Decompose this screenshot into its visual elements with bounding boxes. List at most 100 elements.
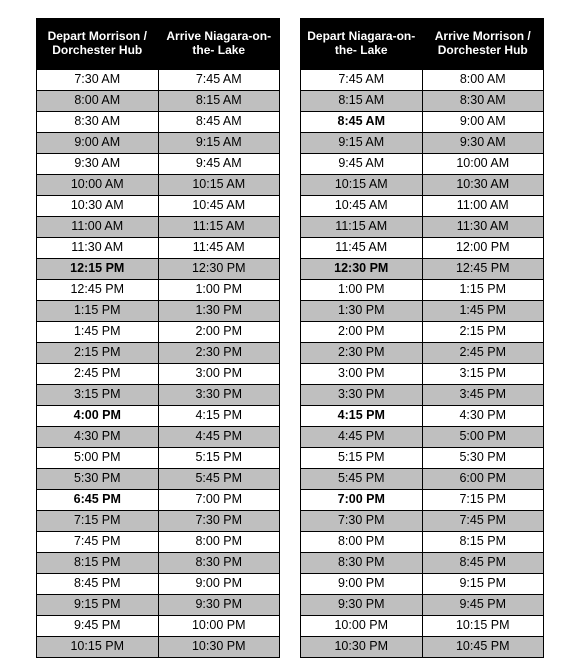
table-row: 8:00 AM8:15 AM bbox=[37, 91, 280, 112]
time-cell: 8:00 AM bbox=[37, 91, 159, 112]
time-cell: 4:15 PM bbox=[158, 406, 280, 427]
col-header-arrive: Arrive Morrison / Dorchester Hub bbox=[422, 19, 544, 70]
time-cell: 9:15 PM bbox=[422, 574, 544, 595]
time-cell: 9:30 AM bbox=[422, 133, 544, 154]
time-cell: 5:00 PM bbox=[422, 427, 544, 448]
time-cell: 9:30 PM bbox=[301, 595, 423, 616]
time-cell: 8:00 PM bbox=[158, 532, 280, 553]
table-row: 8:45 PM9:00 PM bbox=[37, 574, 280, 595]
time-cell: 5:00 PM bbox=[37, 448, 159, 469]
outbound-table: Depart Morrison / Dorchester Hub Arrive … bbox=[36, 18, 280, 658]
table-row: 7:15 PM7:30 PM bbox=[37, 511, 280, 532]
col-header-depart: Depart Morrison / Dorchester Hub bbox=[37, 19, 159, 70]
time-cell: 8:15 AM bbox=[301, 91, 423, 112]
time-cell: 2:45 PM bbox=[37, 364, 159, 385]
time-cell: 8:15 AM bbox=[158, 91, 280, 112]
time-cell: 7:45 PM bbox=[422, 511, 544, 532]
time-cell: 7:15 PM bbox=[422, 490, 544, 511]
time-cell: 6:45 PM bbox=[37, 490, 159, 511]
table-row: 12:15 PM12:30 PM bbox=[37, 259, 280, 280]
table-row: 8:30 AM8:45 AM bbox=[37, 112, 280, 133]
table-row: 5:15 PM5:30 PM bbox=[301, 448, 544, 469]
time-cell: 7:00 PM bbox=[158, 490, 280, 511]
time-cell: 9:00 PM bbox=[301, 574, 423, 595]
table-row: 2:00 PM2:15 PM bbox=[301, 322, 544, 343]
time-cell: 12:00 PM bbox=[422, 238, 544, 259]
time-cell: 10:00 PM bbox=[301, 616, 423, 637]
time-cell: 2:00 PM bbox=[158, 322, 280, 343]
time-cell: 3:15 PM bbox=[37, 385, 159, 406]
table-row: 11:15 AM11:30 AM bbox=[301, 217, 544, 238]
table-row: 7:30 PM7:45 PM bbox=[301, 511, 544, 532]
time-cell: 12:45 PM bbox=[37, 280, 159, 301]
table-row: 9:15 AM9:30 AM bbox=[301, 133, 544, 154]
time-cell: 3:30 PM bbox=[301, 385, 423, 406]
time-cell: 8:30 AM bbox=[37, 112, 159, 133]
outbound-body: 7:30 AM7:45 AM8:00 AM8:15 AM8:30 AM8:45 … bbox=[37, 70, 280, 658]
time-cell: 1:15 PM bbox=[422, 280, 544, 301]
time-cell: 10:30 PM bbox=[158, 637, 280, 658]
table-row: 8:15 AM8:30 AM bbox=[301, 91, 544, 112]
time-cell: 8:00 AM bbox=[422, 70, 544, 91]
table-row: 9:30 AM9:45 AM bbox=[37, 154, 280, 175]
time-cell: 11:45 AM bbox=[301, 238, 423, 259]
time-cell: 11:15 AM bbox=[301, 217, 423, 238]
time-cell: 8:45 AM bbox=[301, 112, 423, 133]
time-cell: 9:00 AM bbox=[422, 112, 544, 133]
table-header-row: Depart Niagara-on-the- Lake Arrive Morri… bbox=[301, 19, 544, 70]
time-cell: 1:45 PM bbox=[422, 301, 544, 322]
time-cell: 8:45 PM bbox=[37, 574, 159, 595]
time-cell: 12:30 PM bbox=[158, 259, 280, 280]
time-cell: 10:30 PM bbox=[301, 637, 423, 658]
table-row: 8:15 PM8:30 PM bbox=[37, 553, 280, 574]
time-cell: 11:00 AM bbox=[37, 217, 159, 238]
time-cell: 10:30 AM bbox=[37, 196, 159, 217]
time-cell: 10:45 AM bbox=[158, 196, 280, 217]
time-cell: 9:30 PM bbox=[158, 595, 280, 616]
time-cell: 5:30 PM bbox=[422, 448, 544, 469]
table-row: 7:45 AM8:00 AM bbox=[301, 70, 544, 91]
table-row: 5:30 PM5:45 PM bbox=[37, 469, 280, 490]
col-header-arrive: Arrive Niagara-on-the- Lake bbox=[158, 19, 280, 70]
table-row: 10:15 AM10:30 AM bbox=[301, 175, 544, 196]
time-cell: 1:45 PM bbox=[37, 322, 159, 343]
table-row: 8:00 PM8:15 PM bbox=[301, 532, 544, 553]
time-cell: 4:15 PM bbox=[301, 406, 423, 427]
table-row: 11:45 AM12:00 PM bbox=[301, 238, 544, 259]
time-cell: 7:45 AM bbox=[158, 70, 280, 91]
inbound-table: Depart Niagara-on-the- Lake Arrive Morri… bbox=[300, 18, 544, 658]
table-row: 9:00 PM9:15 PM bbox=[301, 574, 544, 595]
table-row: 1:00 PM1:15 PM bbox=[301, 280, 544, 301]
table-row: 4:45 PM5:00 PM bbox=[301, 427, 544, 448]
time-cell: 5:45 PM bbox=[301, 469, 423, 490]
table-row: 10:45 AM11:00 AM bbox=[301, 196, 544, 217]
table-row: 9:30 PM9:45 PM bbox=[301, 595, 544, 616]
time-cell: 11:30 AM bbox=[37, 238, 159, 259]
col-header-depart: Depart Niagara-on-the- Lake bbox=[301, 19, 423, 70]
time-cell: 5:30 PM bbox=[37, 469, 159, 490]
time-cell: 6:00 PM bbox=[422, 469, 544, 490]
table-row: 9:45 PM10:00 PM bbox=[37, 616, 280, 637]
time-cell: 9:45 PM bbox=[37, 616, 159, 637]
table-row: 4:00 PM4:15 PM bbox=[37, 406, 280, 427]
table-row: 1:15 PM1:30 PM bbox=[37, 301, 280, 322]
table-row: 8:45 AM9:00 AM bbox=[301, 112, 544, 133]
time-cell: 2:45 PM bbox=[422, 343, 544, 364]
time-cell: 10:15 AM bbox=[301, 175, 423, 196]
table-row: 3:15 PM3:30 PM bbox=[37, 385, 280, 406]
time-cell: 4:00 PM bbox=[37, 406, 159, 427]
table-row: 7:00 PM7:15 PM bbox=[301, 490, 544, 511]
time-cell: 7:00 PM bbox=[301, 490, 423, 511]
time-cell: 1:00 PM bbox=[158, 280, 280, 301]
time-cell: 8:15 PM bbox=[37, 553, 159, 574]
time-cell: 2:30 PM bbox=[158, 343, 280, 364]
table-row: 10:30 AM10:45 AM bbox=[37, 196, 280, 217]
table-row: 1:45 PM2:00 PM bbox=[37, 322, 280, 343]
table-row: 10:00 AM10:15 AM bbox=[37, 175, 280, 196]
time-cell: 10:15 PM bbox=[37, 637, 159, 658]
table-row: 9:15 PM9:30 PM bbox=[37, 595, 280, 616]
time-cell: 4:30 PM bbox=[37, 427, 159, 448]
time-cell: 7:45 AM bbox=[301, 70, 423, 91]
time-cell: 3:00 PM bbox=[301, 364, 423, 385]
table-row: 2:15 PM2:30 PM bbox=[37, 343, 280, 364]
